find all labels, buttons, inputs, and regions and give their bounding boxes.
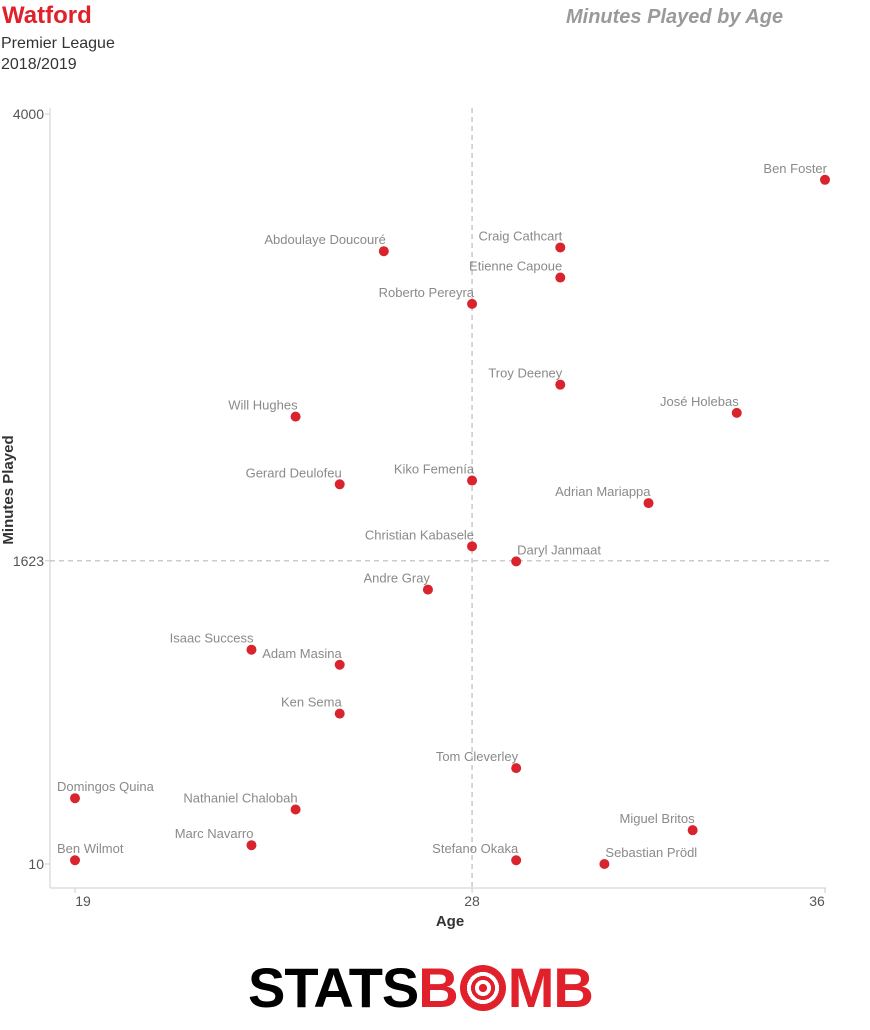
player-label: Tom Cleverley (436, 749, 519, 764)
player-point (599, 859, 610, 869)
y-tick-label: 4000 (13, 106, 44, 122)
player-label: Isaac Success (170, 631, 254, 646)
player-label: José Holebas (660, 394, 739, 409)
statsbomb-logo: STATS B MB (248, 956, 594, 1019)
team-name: Watford (2, 2, 92, 29)
player-label: Ben Foster (763, 161, 827, 176)
player-point (334, 479, 345, 490)
player-point (555, 272, 566, 283)
player-point (687, 825, 698, 836)
player-point (555, 242, 566, 253)
chart-title: Minutes Played by Age (566, 6, 784, 28)
player-point (467, 475, 478, 486)
target-icon (459, 965, 506, 1011)
x-axis-label: Age (436, 913, 464, 930)
player-label: Adrian Mariappa (555, 484, 651, 499)
player-label: Abdoulaye Doucouré (264, 232, 385, 247)
player-label: Domingos Quina (57, 779, 155, 794)
season-label: 2018/2019 (1, 56, 77, 73)
player-label: Kiko Femenía (394, 462, 475, 477)
y-tick-label: 10 (28, 856, 44, 872)
player-point (467, 298, 478, 309)
player-point (290, 804, 301, 815)
player-label: Troy Deeney (488, 366, 562, 381)
player-point (422, 584, 433, 595)
x-tick-label: 36 (809, 893, 825, 909)
player-label: Adam Masina (262, 646, 342, 661)
player-label: Craig Cathcart (478, 228, 562, 243)
x-tick-label: 19 (75, 893, 91, 909)
y-axis-label: Minutes Played (0, 435, 17, 544)
player-label: Ken Sema (281, 695, 342, 710)
player-point (334, 659, 345, 670)
player-label: Andre Gray (363, 571, 430, 586)
player-label: Miguel Britos (620, 811, 696, 826)
y-tick-label: 1623 (13, 553, 44, 569)
player-label: Stefano Okaka (432, 841, 519, 856)
player-label: Etienne Capoue (469, 259, 562, 274)
player-point (290, 411, 301, 422)
player-point (70, 855, 80, 866)
player-point (334, 708, 345, 719)
x-tick-label: 28 (464, 893, 480, 909)
logo-stats-text: STATS (248, 956, 419, 1019)
player-point (511, 855, 522, 866)
scatter-chart: 10 1623 4000 19 28 36 Age Minutes Played Ben Fos… (0, 106, 832, 930)
player-point (555, 379, 566, 390)
logo-bomb-b: B (418, 956, 458, 1019)
player-label: Gerard Deulofeu (246, 465, 342, 480)
player-label: Christian Kabasele (365, 527, 474, 542)
player-point (70, 793, 80, 804)
league-name: Premier League (1, 35, 115, 52)
player-point (246, 644, 257, 655)
player-label: Nathaniel Chalobah (183, 790, 297, 805)
player-point (731, 407, 742, 418)
player-label: Ben Wilmot (57, 841, 124, 856)
logo-bomb-mb: MB (507, 956, 594, 1019)
player-point (246, 840, 257, 851)
player-label: Roberto Pereyra (379, 285, 475, 300)
player-label: Daryl Janmaat (517, 542, 601, 557)
player-point (511, 556, 522, 567)
player-point (643, 498, 654, 509)
player-point (820, 174, 830, 185)
player-label: Sebastian Prödl (605, 845, 697, 860)
player-label: Will Hughes (228, 398, 298, 413)
player-point (511, 763, 522, 774)
player-label: Marc Navarro (175, 826, 254, 841)
player-point (378, 246, 389, 257)
player-point (467, 541, 478, 552)
